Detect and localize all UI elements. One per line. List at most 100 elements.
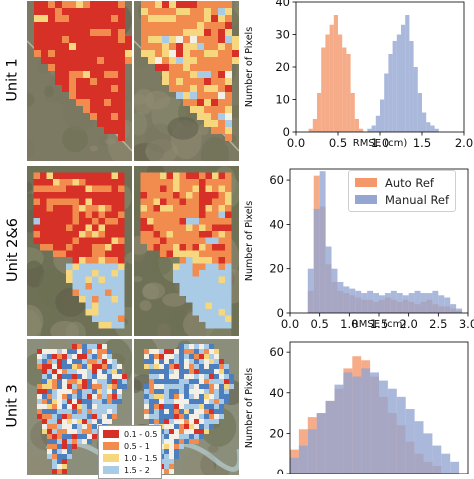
rmse-cell [154,419,159,424]
rmse-cell [85,276,92,283]
rmse-cell [144,354,149,359]
rmse-cell [98,315,105,322]
histogram-bar [408,293,415,313]
rmse-cell [102,409,107,414]
rmse-cell [194,429,199,434]
rmse-cell [69,29,76,36]
rmse-cell [176,1,183,8]
rmse-cell [33,179,40,186]
rmse-cell [214,414,219,419]
rmse-cell [79,192,86,199]
rmse-cell [52,399,57,404]
rmse-cell [48,36,55,43]
rmse-cell [118,270,125,277]
rmse-cell [160,179,167,186]
rmse-cell [92,399,97,404]
map-legend-label: 1.0 - 1.5 [124,453,158,463]
histogram-bar [444,297,451,313]
rmse-cell [46,172,53,179]
rmse-cell [153,231,160,238]
rmse-cell [104,99,111,106]
unit-label-1: Unit 1 [0,0,26,160]
rmse-cell [166,179,173,186]
rmse-cell [83,43,90,50]
rmse-cell [204,364,209,369]
rmse-cell [83,92,90,99]
rmse-cell [186,296,193,303]
rmse-cell [105,211,112,218]
rmse-cell [105,172,112,179]
rmse-cell [199,419,204,424]
histogram-bar [456,308,463,313]
rmse-cell [204,399,209,404]
rmse-cell [199,429,204,434]
rmse-cell [164,459,169,464]
rmse-cell [62,444,67,449]
rmse-cell [184,354,189,359]
rmse-cell [111,1,118,8]
rmse-cell [83,64,90,71]
rmse-cell [211,29,218,36]
rmse-cell [62,449,67,454]
rmse-cell [111,205,118,212]
rmse-cell [98,231,105,238]
rmse-cell [204,99,211,106]
rmse-cell [160,250,167,257]
rmse-cell [83,22,90,29]
rmse-cell [199,364,204,369]
rmse-cell [97,78,104,85]
rmse-cell [173,237,180,244]
rmse-cell [97,106,104,113]
rmse-cell [87,414,92,419]
rmse-cell [111,36,118,43]
rmse-cell [205,276,212,283]
rmse-cell [97,369,102,374]
rmse-cell [82,434,87,439]
rmse-cell [199,296,206,303]
rmse-cell [69,85,76,92]
rmse-cell [104,106,111,113]
rmse-cell [42,409,47,414]
rmse-cell [62,64,69,71]
rmse-cell [183,71,190,78]
terrain-patch [62,125,88,153]
rmse-cell [190,92,197,99]
rmse-cell [104,92,111,99]
rmse-cell [118,224,125,231]
rmse-cell [204,414,209,419]
rmse-cell [76,36,83,43]
histogram-bar [361,368,371,474]
rmse-cell [159,349,164,354]
rmse-cell [209,364,214,369]
rmse-cell [144,394,149,399]
rmse-cell [214,379,219,384]
histogram-bar [414,290,421,313]
rmse-cell [55,64,62,71]
rmse-cell [111,244,118,251]
rmse-cell [62,429,67,434]
rmse-cell [174,439,179,444]
rmse-cell [112,369,117,374]
rmse-cell [149,399,154,404]
rmse-cell [189,354,194,359]
rmse-cell [153,179,160,186]
rmse-cell [102,369,107,374]
rmse-cell [218,36,225,43]
rmse-cell [205,179,212,186]
rmse-cell [169,429,174,434]
x-axis-label: RMSE (cm) [353,138,408,149]
rmse-cell [90,43,97,50]
rmse-cell [153,211,160,218]
rmse-cell [218,71,225,78]
rmse-cell [199,211,206,218]
rmse-cell [79,276,86,283]
rmse-cell [97,8,104,15]
rmse-cell [164,439,169,444]
rmse-cell [79,263,86,270]
rmse-cell [112,384,117,389]
rmse-cell [111,172,118,179]
rmse-cell [102,364,107,369]
rmse-cell [92,257,99,264]
rmse-cell [76,99,83,106]
rmse-cell [87,434,92,439]
